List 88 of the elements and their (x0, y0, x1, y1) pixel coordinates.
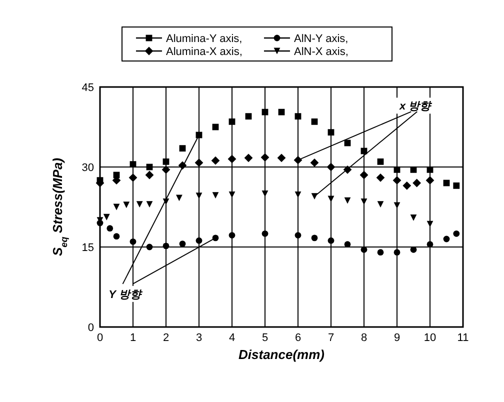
point (179, 240, 186, 247)
point (392, 176, 402, 185)
point (245, 113, 252, 120)
x-tick-label: 7 (328, 332, 334, 344)
legend-label: Alumina-X axis, (166, 46, 242, 58)
x-tick-label: 8 (360, 332, 368, 344)
point (360, 170, 368, 180)
point (146, 201, 153, 208)
point (113, 233, 120, 240)
point (176, 194, 182, 202)
point (130, 238, 136, 245)
point (128, 173, 138, 182)
point (294, 192, 302, 198)
point (228, 192, 236, 198)
point (328, 237, 334, 244)
point (326, 162, 336, 172)
point (260, 153, 270, 162)
point (426, 176, 434, 185)
point (136, 201, 143, 208)
point (377, 158, 384, 165)
point (212, 192, 219, 198)
x-tick-label: 3 (196, 332, 202, 344)
point (410, 214, 417, 221)
point (394, 166, 400, 173)
y-tick-label: 45 (82, 82, 94, 94)
point (377, 249, 384, 256)
point (278, 108, 285, 116)
x-axis-title: Distance(mm) (238, 347, 324, 362)
point (211, 156, 220, 165)
point (103, 214, 110, 220)
point (228, 232, 236, 238)
y-tick-label: 15 (82, 242, 94, 254)
point (344, 197, 351, 204)
point (194, 158, 204, 167)
point (294, 113, 302, 120)
point (228, 118, 236, 125)
point (262, 230, 268, 237)
legend-label: AlN-X axis, (294, 46, 348, 58)
point (453, 182, 460, 189)
point (244, 154, 253, 162)
point (294, 232, 302, 238)
x-tick-label: 11 (457, 332, 469, 344)
x-tick-label: 0 (96, 332, 104, 344)
point (262, 108, 268, 116)
x-tick-label: 9 (394, 332, 400, 344)
point (196, 192, 202, 199)
point (162, 165, 170, 174)
x-tick-label: 10 (424, 332, 436, 344)
annotation: Y 방향 (108, 288, 143, 301)
legend-label: Alumina-Y axis, (166, 33, 242, 45)
point (426, 220, 434, 228)
point (130, 161, 136, 168)
point (96, 220, 104, 226)
point (453, 230, 460, 237)
point (145, 170, 154, 180)
point (162, 158, 170, 165)
point (146, 244, 153, 250)
point (311, 118, 318, 125)
point (196, 237, 202, 244)
point (106, 225, 114, 232)
point (162, 242, 170, 250)
point (376, 173, 385, 182)
point (294, 156, 302, 164)
annotation: x 방향 (398, 100, 433, 113)
y-tick-label: 0 (88, 322, 94, 334)
point (123, 202, 130, 208)
point (443, 236, 450, 242)
point (377, 201, 384, 208)
point (394, 249, 400, 256)
point (179, 145, 186, 152)
x-tick-label: 4 (228, 332, 236, 344)
point (402, 181, 412, 190)
point (410, 166, 417, 173)
x-tick-label: 5 (262, 332, 268, 344)
point (277, 154, 286, 162)
point (311, 234, 318, 242)
x-tick-label: 1 (130, 332, 136, 344)
point (310, 158, 319, 167)
legend-label: AlN-Y axis, (294, 33, 348, 45)
point (426, 166, 434, 173)
point (228, 154, 236, 164)
point (360, 198, 368, 205)
x-tick-label: 6 (294, 332, 302, 344)
x-tick-label: 2 (162, 332, 170, 344)
y-tick-label: 30 (82, 162, 94, 174)
point (412, 178, 421, 188)
point (262, 190, 268, 197)
point (328, 129, 334, 136)
